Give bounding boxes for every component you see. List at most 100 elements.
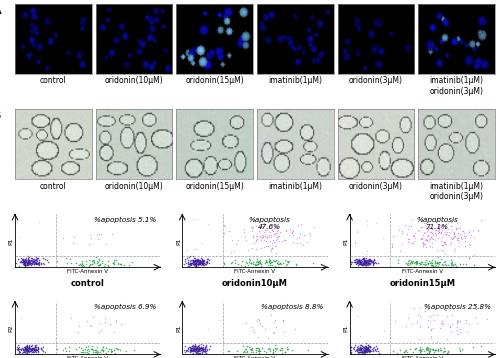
Point — [189, 259, 197, 265]
Point — [198, 346, 206, 352]
Point — [189, 257, 197, 263]
Point — [28, 346, 36, 352]
Point — [424, 232, 432, 238]
Point — [361, 259, 369, 265]
Point — [356, 349, 364, 355]
Point — [180, 343, 188, 349]
Point — [202, 344, 210, 350]
Point — [468, 344, 476, 350]
Point — [190, 259, 198, 265]
Point — [362, 348, 370, 353]
Point — [424, 261, 432, 266]
Point — [422, 244, 430, 250]
Point — [201, 348, 209, 354]
Point — [196, 261, 204, 267]
Point — [436, 222, 444, 228]
Point — [283, 258, 291, 264]
Point — [21, 256, 29, 262]
Point — [241, 234, 249, 240]
Point — [434, 235, 442, 241]
Point — [364, 343, 372, 348]
Point — [424, 318, 432, 323]
Point — [22, 343, 30, 349]
Point — [364, 345, 372, 351]
Point — [198, 345, 206, 350]
Point — [360, 260, 368, 266]
Point — [59, 347, 67, 353]
X-axis label: control: control — [40, 182, 67, 191]
Point — [364, 260, 372, 266]
Point — [255, 318, 263, 323]
Point — [196, 260, 203, 265]
Point — [22, 349, 30, 354]
Point — [220, 262, 228, 267]
Point — [29, 348, 37, 354]
Point — [303, 240, 311, 245]
Point — [194, 345, 202, 351]
Point — [192, 262, 200, 268]
Point — [275, 239, 283, 245]
Point — [82, 318, 90, 324]
Point — [401, 222, 409, 228]
Point — [357, 345, 365, 351]
Point — [357, 257, 365, 262]
Point — [196, 261, 204, 266]
Point — [284, 346, 292, 352]
Point — [24, 260, 32, 265]
Point — [362, 251, 370, 257]
Point — [420, 220, 428, 226]
Point — [18, 347, 25, 352]
Point — [257, 237, 265, 242]
Point — [360, 260, 368, 266]
Point — [296, 240, 304, 246]
Point — [200, 344, 207, 350]
Point — [432, 347, 440, 353]
Point — [400, 349, 408, 355]
Point — [281, 349, 289, 355]
Point — [380, 328, 388, 334]
Point — [454, 240, 462, 245]
Point — [95, 262, 103, 268]
Point — [443, 313, 451, 319]
Point — [366, 344, 374, 350]
Point — [444, 349, 452, 355]
Point — [198, 257, 206, 262]
Point — [185, 263, 193, 269]
Point — [25, 258, 33, 264]
Point — [426, 229, 434, 235]
Point — [26, 261, 34, 266]
Point — [408, 261, 416, 266]
Point — [276, 261, 284, 267]
Point — [256, 233, 264, 239]
Point — [194, 261, 202, 267]
Point — [196, 261, 203, 266]
Point — [230, 248, 238, 254]
Point — [24, 348, 32, 354]
Point — [430, 351, 438, 357]
Point — [197, 262, 205, 268]
Point — [354, 257, 362, 262]
Point — [352, 260, 360, 265]
Point — [202, 260, 209, 265]
Point — [415, 336, 423, 342]
Point — [441, 258, 449, 264]
Point — [25, 343, 33, 349]
Point — [30, 258, 38, 264]
Point — [90, 259, 98, 265]
Point — [64, 344, 72, 350]
Point — [236, 351, 244, 357]
Point — [262, 351, 270, 357]
Point — [362, 348, 370, 354]
Point — [198, 347, 206, 353]
Point — [264, 345, 272, 350]
Point — [470, 262, 478, 268]
Point — [428, 234, 436, 240]
Point — [355, 259, 363, 265]
Point — [28, 349, 36, 354]
Point — [23, 260, 31, 266]
Point — [289, 228, 297, 234]
Point — [366, 258, 374, 264]
Point — [20, 260, 28, 265]
Point — [448, 259, 456, 265]
Point — [450, 233, 458, 238]
